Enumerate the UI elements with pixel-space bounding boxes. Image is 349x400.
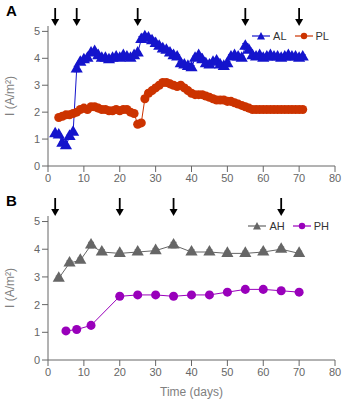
svg-text:0: 0 [45, 366, 51, 378]
svg-text:4: 4 [34, 52, 40, 64]
svg-text:10: 10 [78, 366, 90, 378]
html-text:PL: PL [315, 30, 329, 42]
svg-text:40: 40 [185, 366, 197, 378]
svg-text:1: 1 [34, 133, 40, 145]
svg-text:0: 0 [34, 160, 40, 172]
svg-text:I (A/m²): I (A/m²) [8, 268, 17, 308]
svg-text:80: 80 [329, 366, 341, 378]
svg-text:1: 1 [34, 326, 40, 338]
svg-text:5: 5 [34, 25, 40, 37]
svg-text:60: 60 [257, 172, 269, 184]
svg-text:3: 3 [34, 271, 40, 283]
svg-text:50: 50 [221, 366, 233, 378]
svg-text:70: 70 [293, 172, 305, 184]
svg-text:80: 80 [329, 172, 341, 184]
svg-text:3: 3 [34, 79, 40, 91]
svg-text:2: 2 [34, 106, 40, 118]
svg-text:30: 30 [150, 172, 162, 184]
svg-text:30: 30 [150, 366, 162, 378]
html-text:A: A [6, 2, 17, 19]
svg-text:5: 5 [34, 215, 40, 227]
svg-text:Time (days): Time (days) [160, 385, 223, 399]
svg-text:4: 4 [34, 243, 40, 255]
svg-text:10: 10 [78, 172, 90, 184]
svg-text:0: 0 [45, 172, 51, 184]
svg-text:50: 50 [221, 172, 233, 184]
svg-text:20: 20 [114, 366, 126, 378]
svg-text:20: 20 [114, 172, 126, 184]
svg-text:60: 60 [257, 366, 269, 378]
html-text:B: B [6, 192, 17, 209]
svg-text:70: 70 [293, 366, 305, 378]
html-text:AH: AH [269, 220, 285, 232]
html-text:AL: AL [273, 30, 287, 42]
svg-text:40: 40 [185, 172, 197, 184]
svg-text:I (A/m²): I (A/m²) [8, 76, 17, 116]
html-text:PH: PH [313, 220, 329, 232]
svg-text:2: 2 [34, 299, 40, 311]
svg-text:0: 0 [34, 354, 40, 366]
